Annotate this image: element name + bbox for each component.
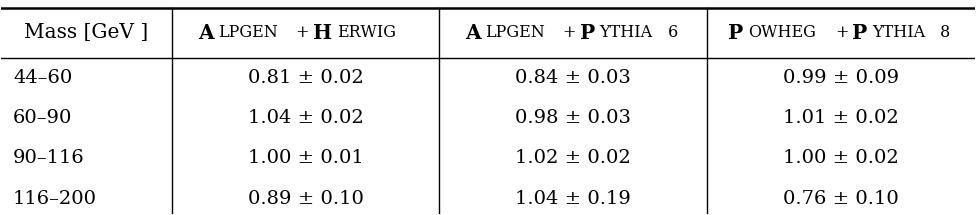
Text: 60–90: 60–90 (13, 109, 72, 127)
Text: A: A (198, 23, 214, 43)
Text: P: P (580, 23, 595, 43)
Text: 6: 6 (668, 24, 678, 41)
Text: 0.81 ± 0.02: 0.81 ± 0.02 (248, 69, 363, 87)
Text: H: H (312, 23, 332, 43)
Text: A: A (466, 23, 481, 43)
Text: P: P (852, 23, 868, 43)
Text: LPGEN: LPGEN (219, 24, 278, 41)
Text: 44–60: 44–60 (13, 69, 72, 87)
Text: YTHIA: YTHIA (599, 24, 653, 41)
Text: 90–116: 90–116 (13, 149, 85, 167)
Text: +: + (835, 24, 848, 41)
Text: 1.04 ± 0.02: 1.04 ± 0.02 (248, 109, 363, 127)
Text: YTHIA: YTHIA (872, 24, 925, 41)
Text: +: + (562, 24, 576, 41)
Text: ERWIG: ERWIG (337, 24, 396, 41)
Text: 0.76 ± 0.10: 0.76 ± 0.10 (783, 190, 899, 208)
Text: OWHEG: OWHEG (748, 24, 816, 41)
Text: 116–200: 116–200 (13, 190, 97, 208)
Text: P: P (728, 23, 744, 43)
Text: 0.98 ± 0.03: 0.98 ± 0.03 (515, 109, 631, 127)
Text: 0.99 ± 0.09: 0.99 ± 0.09 (783, 69, 899, 87)
Text: 1.02 ± 0.02: 1.02 ± 0.02 (515, 149, 631, 167)
Text: 1.00 ± 0.02: 1.00 ± 0.02 (783, 149, 899, 167)
Text: Mass [GeV ]: Mass [GeV ] (24, 23, 148, 42)
Text: +: + (295, 24, 308, 41)
Text: LPGEN: LPGEN (485, 24, 546, 41)
Text: 8: 8 (940, 24, 951, 41)
Text: 1.04 ± 0.19: 1.04 ± 0.19 (515, 190, 631, 208)
Text: 0.84 ± 0.03: 0.84 ± 0.03 (515, 69, 631, 87)
Text: 0.89 ± 0.10: 0.89 ± 0.10 (248, 190, 363, 208)
Text: 1.01 ± 0.02: 1.01 ± 0.02 (783, 109, 899, 127)
Text: 1.00 ± 0.01: 1.00 ± 0.01 (248, 149, 363, 167)
